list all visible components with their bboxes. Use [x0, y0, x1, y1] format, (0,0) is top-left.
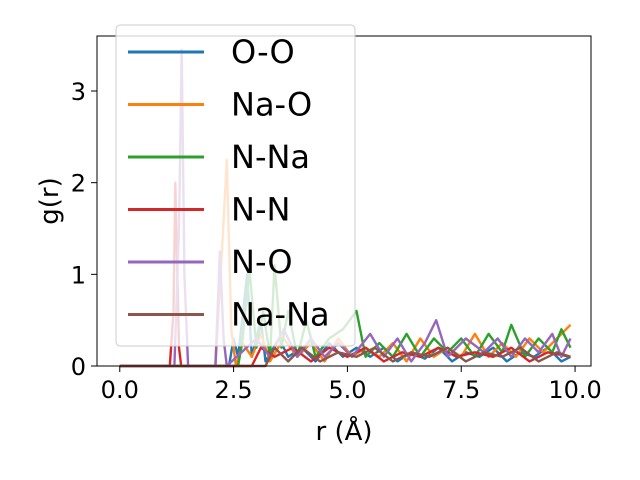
legend-label-na-na: Na-Na — [231, 296, 330, 334]
x-tick-label: 5.0 — [328, 376, 366, 404]
y-tick-label: 0 — [71, 353, 86, 381]
legend-label-na-o: Na-O — [231, 86, 312, 124]
legend: O-O Na-O N-Na N-N N-O Na-Na — [115, 24, 356, 347]
x-axis-label: r (Å) — [315, 415, 372, 447]
legend-entries: O-O Na-O N-Na N-N N-O Na-Na — [128, 33, 330, 334]
series-line-n-n — [119, 181, 571, 368]
x-tick-label: 0.0 — [101, 376, 139, 404]
legend-label-n-na: N-Na — [231, 138, 310, 176]
y-axis-ticks: 0 1 2 3 — [71, 78, 97, 381]
y-axis-label: g(r) — [35, 177, 65, 224]
y-tick-label: 3 — [71, 78, 86, 106]
x-tick-label: 10.0 — [548, 376, 601, 404]
x-tick-label: 7.5 — [442, 376, 480, 404]
x-axis-ticks: 0.0 2.5 5.0 7.5 10.0 — [101, 366, 602, 404]
y-tick-label: 1 — [71, 261, 86, 289]
series-line-na-na — [119, 346, 571, 368]
legend-label-n-n: N-N — [231, 191, 290, 229]
y-tick-label: 2 — [71, 170, 86, 198]
x-tick-label: 2.5 — [215, 376, 253, 404]
legend-label-n-o: N-O — [231, 243, 293, 281]
legend-label-o-o: O-O — [231, 33, 295, 71]
